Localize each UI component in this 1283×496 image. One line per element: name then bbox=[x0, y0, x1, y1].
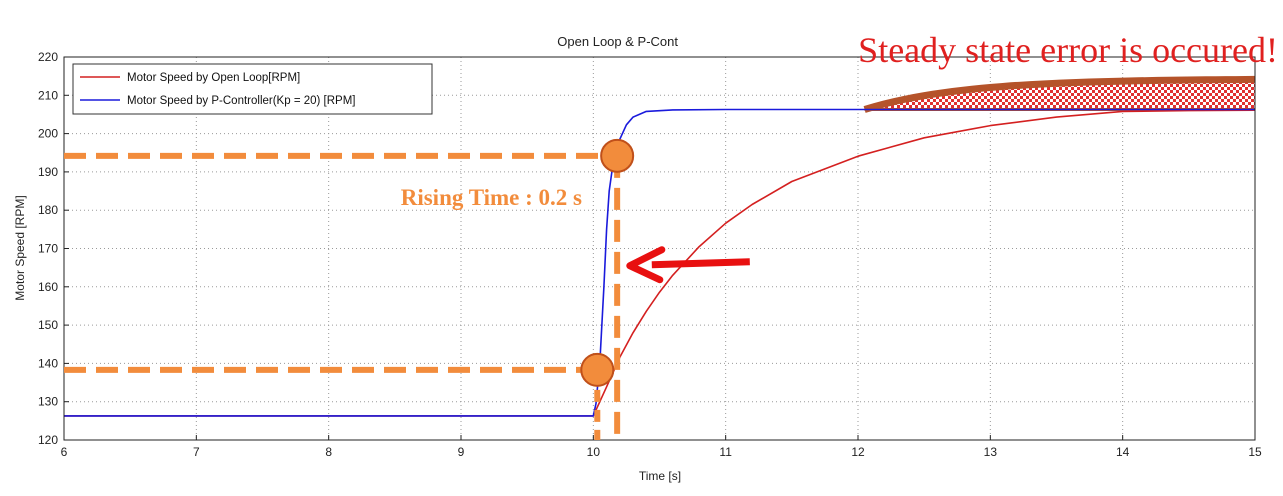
y-tick-label-210: 210 bbox=[38, 88, 58, 102]
rising-time-annotation: Rising Time : 0.2 s bbox=[401, 185, 582, 210]
y-axis-label: Motor Speed [RPM] bbox=[13, 195, 27, 300]
legend-box bbox=[72, 63, 433, 115]
chart-title: Open Loop & P-Cont bbox=[557, 34, 678, 49]
legend-label-p-controller: Motor Speed by P-Controller(Kp = 20) [RP… bbox=[127, 95, 356, 107]
y-tick-label-160: 160 bbox=[38, 280, 58, 294]
x-tick-label-15: 15 bbox=[1248, 445, 1262, 459]
y-tick-label-220: 220 bbox=[38, 50, 58, 64]
x-tick-label-12: 12 bbox=[851, 445, 865, 459]
y-tick-label-130: 130 bbox=[38, 395, 58, 409]
x-tick-label-6: 6 bbox=[61, 445, 68, 459]
error-band-fill bbox=[864, 79, 1255, 110]
x-tick-label-10: 10 bbox=[587, 445, 601, 459]
legend: Motor Speed by Open Loop[RPM] Motor Spee… bbox=[72, 63, 433, 115]
x-axis-label: Time [s] bbox=[639, 469, 681, 483]
steady-state-error-annotation: Steady state error is occured! bbox=[858, 30, 1278, 70]
y-tick-label-140: 140 bbox=[38, 356, 58, 370]
axis-ticks: 6 7 8 9 10 11 12 13 14 15 120 130 140 150 160 170 180 190… bbox=[38, 50, 1262, 459]
y-tick-label-200: 200 bbox=[38, 127, 58, 141]
x-tick-label-8: 8 bbox=[325, 445, 332, 459]
x-tick-label-9: 9 bbox=[458, 445, 465, 459]
rise-high-marker bbox=[600, 138, 635, 173]
legend-label-open-loop: Motor Speed by Open Loop[RPM] bbox=[127, 72, 300, 84]
y-tick-label-120: 120 bbox=[38, 433, 58, 447]
x-tick-label-14: 14 bbox=[1116, 445, 1130, 459]
annotations bbox=[64, 138, 750, 440]
y-tick-label-170: 170 bbox=[38, 242, 58, 256]
arrow-shaft bbox=[651, 258, 750, 269]
y-tick-label-150: 150 bbox=[38, 318, 58, 332]
y-tick-label-190: 190 bbox=[38, 165, 58, 179]
rise-low-marker bbox=[580, 352, 615, 387]
x-tick-label-7: 7 bbox=[193, 445, 200, 459]
y-tick-label-180: 180 bbox=[38, 203, 58, 217]
x-tick-label-11: 11 bbox=[719, 445, 732, 459]
error-band-upper-edge bbox=[863, 75, 1255, 113]
arrow-head bbox=[626, 246, 666, 284]
x-tick-label-13: 13 bbox=[984, 445, 998, 459]
